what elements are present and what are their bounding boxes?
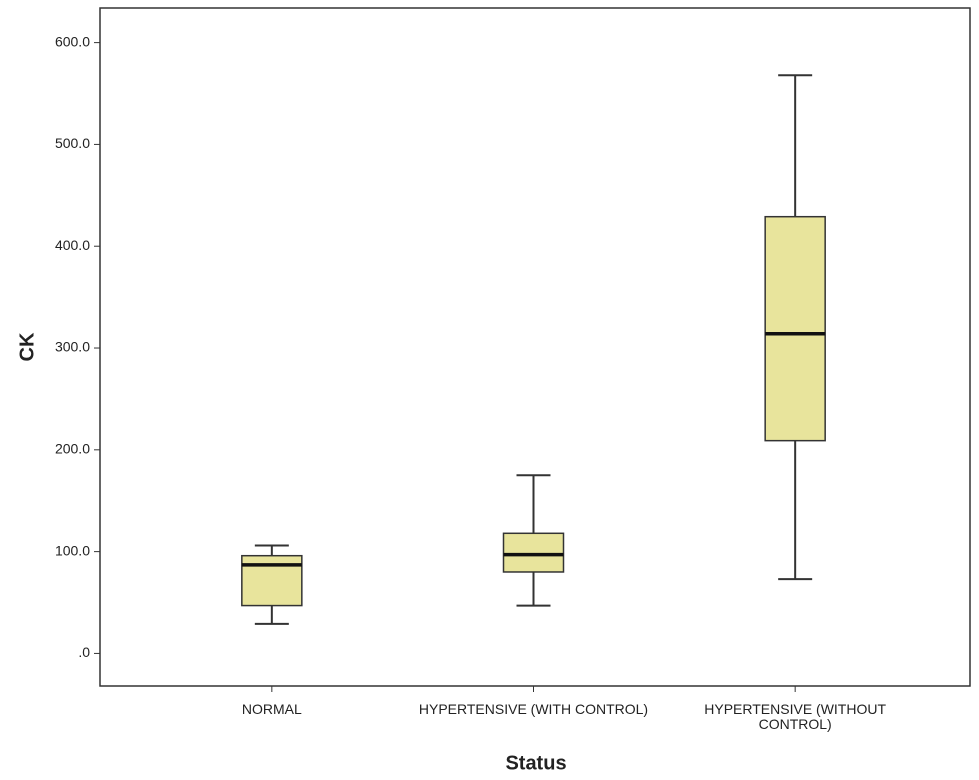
y-tick-label: 200.0 — [55, 441, 90, 457]
plot-frame — [99, 7, 971, 687]
y-tick-label: 100.0 — [55, 542, 90, 558]
x-tick-label: NORMAL — [241, 701, 302, 717]
x-tick-label: HYPERTENSIVE (WITH CONTROL) — [418, 701, 649, 717]
x-tick-label: HYPERTENSIVE (WITHOUT CONTROL) — [704, 701, 887, 732]
box — [764, 215, 826, 442]
y-tick-label: 500.0 — [55, 135, 90, 151]
y-tick-label: 600.0 — [55, 33, 90, 49]
y-tick-label: 300.0 — [55, 339, 90, 355]
y-tick-label: 400.0 — [55, 237, 90, 253]
x-axis-label: Status — [505, 752, 566, 774]
y-tick-label: .0 — [78, 644, 90, 660]
box — [502, 532, 565, 573]
y-axis-label: CK — [16, 332, 38, 361]
